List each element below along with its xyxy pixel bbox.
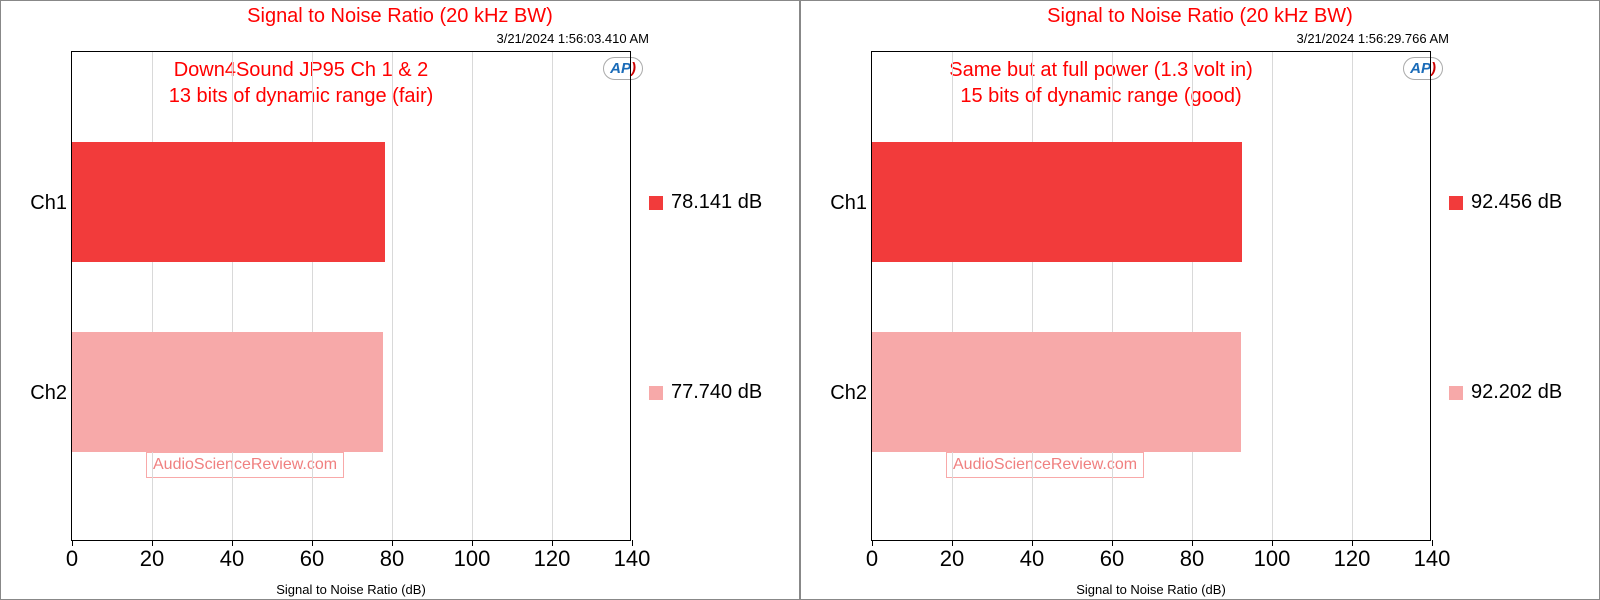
watermark-text: AudioScienceReview.com [953, 456, 1137, 473]
x-tick-label: 100 [454, 546, 491, 572]
chart-panel-left: Signal to Noise Ratio (20 kHz BW) 3/21/2… [0, 0, 800, 600]
grid-line [552, 52, 553, 540]
x-tick-label: 60 [1100, 546, 1124, 572]
grid-line [392, 52, 393, 540]
grid-line [1352, 52, 1353, 540]
grid-line [1112, 52, 1113, 540]
legend-swatch-ch1 [1449, 196, 1463, 210]
chart-title: Signal to Noise Ratio (20 kHz BW) [801, 5, 1599, 28]
x-tick-label: 20 [940, 546, 964, 572]
grid-line [952, 52, 953, 540]
bar-ch2 [72, 332, 383, 452]
plot-area: Ch1 Ch2 AudioScienceReview.com 020406080… [71, 51, 631, 541]
grid-line [1272, 52, 1273, 540]
x-tick-label: 40 [220, 546, 244, 572]
y-axis-label-ch2: Ch2 [822, 382, 867, 405]
plot-area: Ch1 Ch2 AudioScienceReview.com 020406080… [871, 51, 1431, 541]
x-axis-label: Signal to Noise Ratio (dB) [71, 582, 631, 597]
y-axis-label-ch1: Ch1 [22, 192, 67, 215]
bar-ch1 [72, 142, 385, 262]
legend-value-ch2: 92.202 dB [1471, 381, 1562, 403]
x-tick-label: 60 [300, 546, 324, 572]
grid-line [1032, 52, 1033, 540]
legend-value-ch1: 78.141 dB [671, 191, 762, 213]
legend-ch1: 78.141 dB [649, 191, 789, 214]
x-tick-label: 80 [380, 546, 404, 572]
watermark: AudioScienceReview.com [946, 452, 1144, 478]
grid-line [152, 52, 153, 540]
x-tick-label: 140 [1414, 546, 1451, 572]
watermark: AudioScienceReview.com [146, 452, 344, 478]
legend-swatch-ch2 [649, 386, 663, 400]
legend-swatch-ch2 [1449, 386, 1463, 400]
bar-ch1 [872, 142, 1242, 262]
timestamp: 3/21/2024 1:56:03.410 AM [496, 31, 649, 46]
x-tick-label: 120 [534, 546, 571, 572]
grid-line [232, 52, 233, 540]
bar-ch2 [872, 332, 1241, 452]
y-axis-label-ch2: Ch2 [22, 382, 67, 405]
x-tick-label: 20 [140, 546, 164, 572]
x-tick-label: 140 [614, 546, 651, 572]
x-axis-label: Signal to Noise Ratio (dB) [871, 582, 1431, 597]
legend-value-ch1: 92.456 dB [1471, 191, 1562, 213]
chart-title: Signal to Noise Ratio (20 kHz BW) [1, 5, 799, 28]
x-tick-label: 40 [1020, 546, 1044, 572]
legend-ch2: 77.740 dB [649, 381, 789, 404]
watermark-text: AudioScienceReview.com [153, 456, 337, 473]
x-tick-label: 120 [1334, 546, 1371, 572]
legend-ch2: 92.202 dB [1449, 381, 1589, 404]
timestamp: 3/21/2024 1:56:29.766 AM [1296, 31, 1449, 46]
grid-line [472, 52, 473, 540]
x-tick-label: 0 [866, 546, 878, 572]
grid-line [312, 52, 313, 540]
y-axis-label-ch1: Ch1 [822, 192, 867, 215]
legend-value-ch2: 77.740 dB [671, 381, 762, 403]
grid-line [1192, 52, 1193, 540]
x-tick-label: 100 [1254, 546, 1291, 572]
chart-panel-right: Signal to Noise Ratio (20 kHz BW) 3/21/2… [800, 0, 1600, 600]
legend-swatch-ch1 [649, 196, 663, 210]
x-tick-label: 0 [66, 546, 78, 572]
x-tick-label: 80 [1180, 546, 1204, 572]
legend-ch1: 92.456 dB [1449, 191, 1589, 214]
